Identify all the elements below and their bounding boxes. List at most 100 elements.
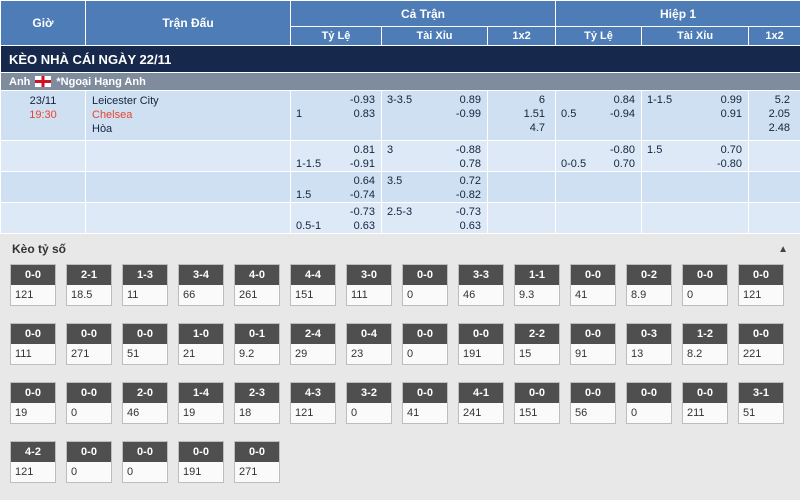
score-box[interactable]: 2-4 29: [290, 323, 336, 365]
col-header-h1-overunder: Tài Xỉu: [641, 26, 750, 46]
score-box[interactable]: 0-0 121: [738, 264, 784, 306]
col-header-time: Giờ: [0, 0, 86, 46]
match-teams-cell: Leicester City Chelsea Hòa: [85, 90, 291, 141]
empty-odds-cell: [641, 202, 750, 234]
score-section-header: Kèo tỷ số ▲: [10, 234, 790, 264]
score-box[interactable]: 3-2 0: [346, 382, 392, 424]
score-odds-value: 29: [295, 348, 308, 360]
h1-handicap-cell[interactable]: 0-0.5 -0.80 0.70: [555, 140, 643, 172]
ft-overunder-cell[interactable]: 3-3.5 0.89 -0.99: [381, 90, 488, 141]
score-box[interactable]: 0-0 91: [570, 323, 616, 365]
score-box[interactable]: 0-0 51: [122, 323, 168, 365]
score-box[interactable]: 2-0 46: [122, 382, 168, 424]
score-label: 1-3: [123, 265, 167, 285]
h1-handicap-cell[interactable]: 0.5 0.84 -0.94: [555, 90, 643, 141]
score-odds-value: 0: [631, 407, 638, 419]
score-box[interactable]: 4-2 121: [10, 441, 56, 483]
score-box[interactable]: 0-0 0: [66, 441, 112, 483]
score-box[interactable]: 0-0 0: [402, 323, 448, 365]
score-odds-value: 19: [15, 407, 28, 419]
ft-handicap-cell[interactable]: 1 -0.93 0.83: [290, 90, 382, 141]
score-box[interactable]: 0-0 0: [122, 441, 168, 483]
score-box[interactable]: 0-0 0: [66, 382, 112, 424]
ft-handicap-cell[interactable]: 1-1.5 0.81 -0.91: [290, 140, 382, 172]
score-box[interactable]: 1-0 21: [178, 323, 224, 365]
score-box[interactable]: 4-4 151: [290, 264, 336, 306]
score-box[interactable]: 0-0 191: [178, 441, 224, 483]
score-odds-value: 21: [183, 348, 196, 360]
odds-value: 6: [538, 94, 546, 106]
score-box[interactable]: 0-0 56: [570, 382, 616, 424]
score-box[interactable]: 0-0 0: [626, 382, 672, 424]
odds-value: 0.89: [459, 94, 481, 106]
home-team: Leicester City: [92, 95, 159, 107]
collapse-icon[interactable]: ▲: [778, 243, 788, 255]
ft-overunder-cell[interactable]: 3.5 0.72 -0.82: [381, 171, 488, 203]
score-box[interactable]: 3-4 66: [178, 264, 224, 306]
score-box[interactable]: 1-4 19: [178, 382, 224, 424]
ft-handicap-cell[interactable]: 0.5-1 -0.73 0.63: [290, 202, 382, 234]
score-label: 0-0: [179, 442, 223, 462]
handicap-line: 0.5-1: [296, 220, 322, 232]
time-cell-empty: [0, 171, 86, 203]
odds-row: 0.5-1 -0.73 0.63 2.5-3 -0.73 0.63: [0, 202, 800, 234]
score-box[interactable]: 1-2 8.2: [682, 323, 728, 365]
score-box[interactable]: 0-0 111: [10, 323, 56, 365]
score-odds-value: 66: [183, 289, 196, 301]
score-box[interactable]: 0-3 13: [626, 323, 672, 365]
score-box[interactable]: 0-0 271: [234, 441, 280, 483]
score-box[interactable]: 4-3 121: [290, 382, 336, 424]
score-box[interactable]: 3-3 46: [458, 264, 504, 306]
odds-value: -0.88: [455, 144, 481, 156]
score-box[interactable]: 0-4 23: [346, 323, 392, 365]
score-box[interactable]: 4-0 261: [234, 264, 280, 306]
odds-value: 0.81: [353, 144, 375, 156]
h1-overunder-cell[interactable]: 1-1.5 0.99 0.91: [641, 90, 750, 141]
ft-1x2-cell[interactable]: 6 1.51 4.7: [486, 90, 557, 141]
score-label: 0-0: [459, 324, 503, 344]
score-label: 3-4: [179, 265, 223, 285]
odds-board: Giờ Trận Đấu Cả Trận Hiệp 1 Tỷ Lệ Tài Xỉ…: [0, 0, 800, 234]
score-box[interactable]: 2-1 18.5: [66, 264, 112, 306]
empty-odds-cell: [555, 202, 643, 234]
ft-handicap-cell[interactable]: 1.5 0.64 -0.74: [290, 171, 382, 203]
score-box[interactable]: 4-1 241: [458, 382, 504, 424]
score-odds-value: 191: [463, 348, 482, 360]
score-box[interactable]: 0-2 8.9: [626, 264, 672, 306]
score-box[interactable]: 0-0 19: [10, 382, 56, 424]
score-box[interactable]: 1-3 11: [122, 264, 168, 306]
score-label: 0-0: [571, 383, 615, 403]
score-box[interactable]: 0-0 41: [570, 264, 616, 306]
score-box[interactable]: 3-0 111: [346, 264, 392, 306]
score-box[interactable]: 0-0 41: [402, 382, 448, 424]
score-box[interactable]: 0-0 191: [458, 323, 504, 365]
score-box[interactable]: 0-0 0: [402, 264, 448, 306]
score-odds-value: 51: [743, 407, 756, 419]
odds-value: -0.99: [455, 108, 481, 120]
odds-value: 0.78: [459, 158, 481, 170]
time-cell-empty: [0, 202, 86, 234]
overunder-line: 1-1.5: [647, 94, 673, 106]
ft-overunder-cell[interactable]: 2.5-3 -0.73 0.63: [381, 202, 488, 234]
h1-overunder-cell[interactable]: 1.5 0.70 -0.80: [641, 140, 750, 172]
header-row-markets: Tỷ Lệ Tài Xỉu 1x2 Tỷ Lệ Tài Xỉu 1x2: [1, 26, 800, 46]
score-box[interactable]: 0-0 121: [10, 264, 56, 306]
score-box[interactable]: 0-1 9.2: [234, 323, 280, 365]
ft-overunder-cell[interactable]: 3 -0.88 0.78: [381, 140, 488, 172]
score-box[interactable]: 1-1 9.3: [514, 264, 560, 306]
score-box[interactable]: 0-0 221: [738, 323, 784, 365]
score-label: 0-0: [235, 442, 279, 462]
time-cell-empty: [0, 140, 86, 172]
score-box[interactable]: 3-1 51: [738, 382, 784, 424]
score-box[interactable]: 0-0 211: [682, 382, 728, 424]
score-label: 0-0: [67, 324, 111, 344]
h1-1x2-cell[interactable]: 5.2 2.05 2.48: [748, 90, 800, 141]
score-box[interactable]: 0-0 151: [514, 382, 560, 424]
score-box[interactable]: 2-3 18: [234, 382, 280, 424]
score-box[interactable]: 0-0 0: [682, 264, 728, 306]
score-box[interactable]: 0-0 271: [66, 323, 112, 365]
empty-odds-cell: [748, 140, 800, 172]
handicap-line: 1.5: [296, 189, 312, 201]
score-box[interactable]: 2-2 15: [514, 323, 560, 365]
score-odds-value: 121: [15, 289, 34, 301]
